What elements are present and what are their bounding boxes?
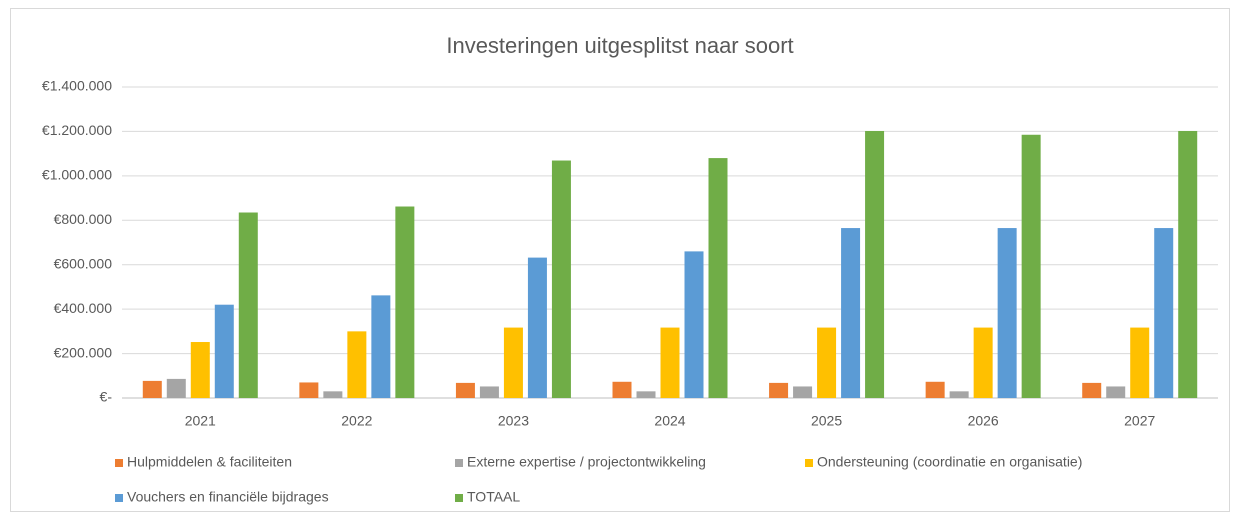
chart-title: Investeringen uitgesplitst naar soort [446,33,793,58]
bar [660,327,680,398]
bar [925,381,945,398]
bar [1130,327,1150,398]
y-tick-label: €400.000 [54,300,113,316]
legend-label: Externe expertise / projectontwikkeling [467,454,706,470]
bar [503,327,523,398]
x-tick-label: 2024 [654,413,685,429]
bar [551,160,571,398]
legend-label: Ondersteuning (coordinatie en organisati… [817,454,1082,470]
x-tick-label: 2027 [1124,413,1155,429]
bar [612,381,632,398]
bar [299,382,319,398]
bar [527,257,547,398]
legend-label: Hulpmiddelen & faciliteiten [127,454,292,470]
y-tick-label: €1.000.000 [42,167,112,183]
x-tick-label: 2025 [811,413,842,429]
bar [793,386,813,398]
legend-swatch [455,494,463,502]
chart-border [10,8,1230,512]
bar [1154,228,1174,398]
bar [347,331,367,398]
bar [1106,386,1126,398]
legend-swatch [455,459,463,467]
bar [636,391,656,398]
bar [214,304,234,398]
bar [479,386,499,398]
bar [371,295,391,398]
legend-swatch [115,459,123,467]
bar [166,378,186,398]
bar [190,342,210,398]
y-tick-label: €800.000 [54,211,113,227]
y-tick-label: €1.200.000 [42,122,112,138]
bar [238,212,258,398]
bar [949,391,969,398]
bar [142,380,162,398]
bar [395,206,415,398]
x-tick-label: 2022 [341,413,372,429]
bar [1178,130,1198,398]
bar [455,382,475,398]
bar [708,158,728,398]
legend-label: Vouchers en financiële bijdrages [127,489,329,505]
bar [841,228,861,398]
y-tick-label: €1.400.000 [42,78,112,94]
bar [973,327,993,398]
y-tick-label: €200.000 [54,344,113,360]
bar [865,130,885,398]
x-tick-label: 2026 [968,413,999,429]
bar [997,228,1017,398]
bar [769,382,789,398]
bar [684,251,704,398]
legend-label: TOTAAL [467,489,520,505]
y-tick-label: €600.000 [54,255,113,271]
bar [1021,134,1041,398]
x-tick-label: 2023 [498,413,529,429]
y-tick-label: €- [100,389,113,405]
bar [817,327,837,398]
legend-swatch [805,459,813,467]
bar [323,391,343,398]
legend-swatch [115,494,123,502]
x-tick-label: 2021 [185,413,216,429]
bar [1082,382,1102,398]
